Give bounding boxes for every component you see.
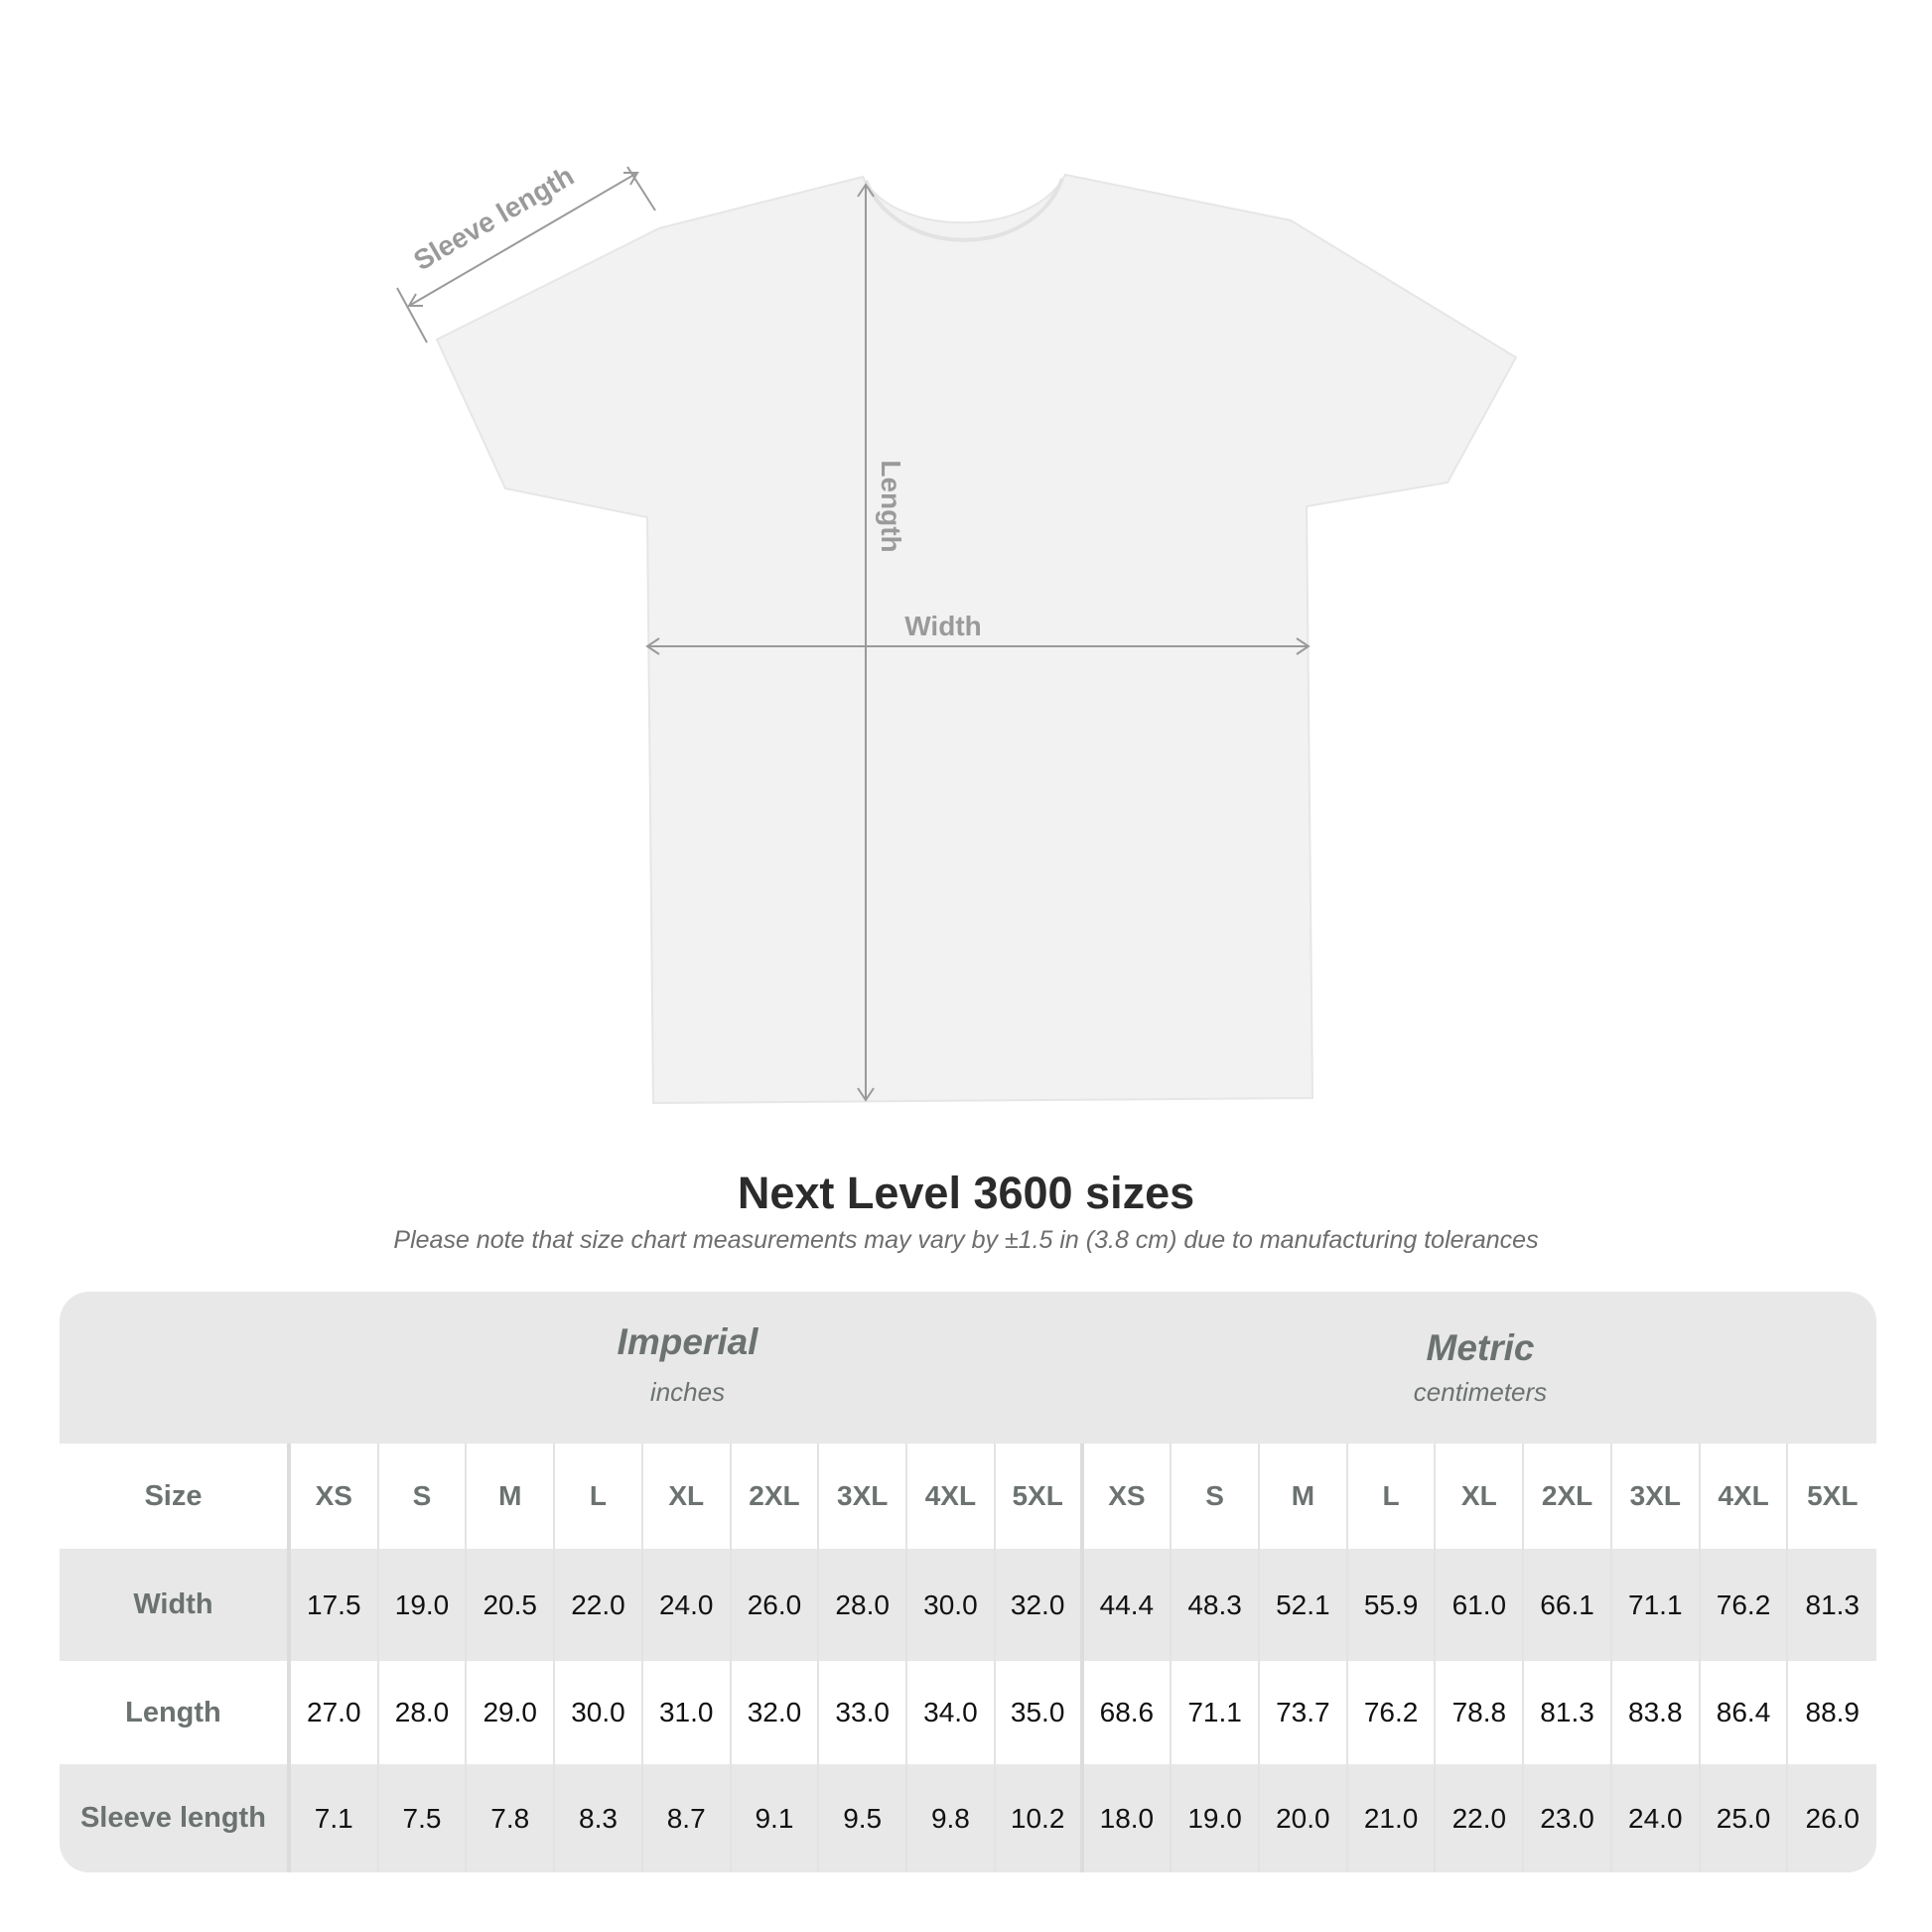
metric-value-cell: 81.3 [1524, 1661, 1612, 1764]
table-row: Width 17.5 19.0 20.5 22.0 24.0 26.0 28.0 30.0 32.… [60, 1549, 1876, 1661]
imperial-value-cell: 28.0 [819, 1549, 908, 1661]
metric-size-header: 3XL [1612, 1444, 1701, 1549]
metric-value-cell: 76.2 [1348, 1661, 1437, 1764]
metric-value-cell: 24.0 [1612, 1764, 1701, 1872]
imperial-unit: inches [649, 1377, 726, 1407]
width-label: Width [904, 611, 982, 641]
metric-size-header: 2XL [1524, 1444, 1612, 1549]
collar [864, 178, 1064, 242]
imperial-value-cell: 32.0 [996, 1549, 1084, 1661]
sleeve-length-label: Sleeve length [408, 160, 579, 276]
metric-value-cell: 19.0 [1172, 1764, 1260, 1872]
metric-value-cell: 78.8 [1436, 1661, 1525, 1764]
imperial-value-cell: 30.0 [555, 1661, 643, 1764]
imperial-value-cell: 19.0 [379, 1549, 468, 1661]
metric-size-header: XS [1084, 1444, 1173, 1549]
metric-value-cell: 44.4 [1084, 1549, 1173, 1661]
imperial-value-cell: 9.5 [819, 1764, 908, 1872]
metric-header: Metric centimeters [1084, 1292, 1876, 1444]
row-label: Size [60, 1444, 291, 1549]
imperial-value-cell: 9.8 [907, 1764, 996, 1872]
imperial-value-cell: 10.2 [996, 1764, 1084, 1872]
imperial-value-cell: 20.5 [467, 1549, 556, 1661]
imperial-header: Imperial inches [291, 1292, 1084, 1444]
metric-value-cell: 71.1 [1172, 1661, 1260, 1764]
metric-value-cell: 68.6 [1084, 1661, 1173, 1764]
imperial-value-cell: 7.8 [467, 1764, 556, 1872]
metric-size-header: S [1172, 1444, 1260, 1549]
metric-size-header: M [1260, 1444, 1348, 1549]
metric-value-cell: 88.9 [1805, 1697, 1861, 1727]
length-arrow [857, 183, 875, 1102]
size-table: Imperial inches Metric centimeters Size X… [60, 1292, 1876, 1872]
metric-value-cell: 81.3 [1805, 1588, 1861, 1620]
metric-value-cell: 48.3 [1172, 1549, 1260, 1661]
imperial-size-header: 5XL [996, 1444, 1084, 1549]
row-label: Width [60, 1549, 291, 1661]
imperial-value-cell: 24.0 [643, 1549, 732, 1661]
row-label: Length [60, 1661, 291, 1764]
imperial-size-header: M [467, 1444, 556, 1549]
imperial-value-cell: 31.0 [643, 1661, 732, 1764]
imperial-size-header: XS [291, 1444, 379, 1549]
metric-value-cell: 55.9 [1348, 1549, 1437, 1661]
metric-value-cell: 52.1 [1260, 1549, 1348, 1661]
row-label: Sleeve length [60, 1764, 291, 1872]
imperial-size-header: XL [643, 1444, 732, 1549]
imperial-value-cell: 27.0 [291, 1661, 379, 1764]
metric-value-cell: 21.0 [1348, 1764, 1437, 1872]
metric-value-cell: 26.0 [1805, 1802, 1861, 1834]
tshirt-shape [435, 173, 1518, 1105]
imperial-value-cell: 9.1 [732, 1764, 820, 1872]
tshirt-diagram: Sleeve length Length Width [396, 160, 1518, 1105]
metric-title: Metric [1426, 1327, 1535, 1368]
imperial-size-header: 4XL [907, 1444, 996, 1549]
metric-unit: centimeters [1413, 1377, 1548, 1407]
imperial-value-cell: 30.0 [907, 1549, 996, 1661]
metric-value-cell: 83.8 [1612, 1661, 1701, 1764]
table-row: Length 27.0 28.0 29.0 30.0 31.0 32.0 33.0 34.0 35… [60, 1661, 1876, 1764]
metric-value-cell: 22.0 [1436, 1764, 1525, 1872]
metric-value-cell: 86.4 [1701, 1661, 1789, 1764]
imperial-value-cell: 17.5 [291, 1549, 379, 1661]
length-label: Length [876, 460, 906, 552]
imperial-size-header: 2XL [732, 1444, 820, 1549]
metric-size-header: L [1348, 1444, 1437, 1549]
size-header-row: Size XS S M L XL 2XL 3XL 4XL 5XL XS S M L XL 2XL 3XL 4XL 5… [60, 1444, 1876, 1549]
metric-value-cell: 61.0 [1436, 1549, 1525, 1661]
imperial-value-cell: 34.0 [907, 1661, 996, 1764]
imperial-value-cell: 35.0 [996, 1661, 1084, 1764]
tolerance-note: Please note that size chart measurements… [393, 1226, 1539, 1254]
metric-size-header: 4XL [1701, 1444, 1789, 1549]
metric-value-cell: 71.1 [1612, 1549, 1701, 1661]
metric-size-header: 5XL [1807, 1480, 1859, 1511]
metric-value-cell: 20.0 [1260, 1764, 1348, 1872]
imperial-value-cell: 33.0 [819, 1661, 908, 1764]
metric-size-header: XL [1436, 1444, 1525, 1549]
imperial-title: Imperial [617, 1321, 759, 1362]
metric-value-cell: 25.0 [1701, 1764, 1789, 1872]
imperial-value-cell: 28.0 [379, 1661, 468, 1764]
metric-value-cell: 76.2 [1701, 1549, 1789, 1661]
table-row: Sleeve length 7.1 7.5 7.8 8.3 8.7 9.1 9.5 9.8 10.… [60, 1764, 1876, 1872]
imperial-value-cell: 26.0 [732, 1549, 820, 1661]
width-arrow [645, 637, 1311, 655]
imperial-value-cell: 7.1 [291, 1764, 379, 1872]
sleeve-arrow [396, 166, 656, 344]
imperial-value-cell: 22.0 [555, 1549, 643, 1661]
imperial-size-header: 3XL [819, 1444, 908, 1549]
metric-value-cell: 73.7 [1260, 1661, 1348, 1764]
metric-value-cell: 23.0 [1524, 1764, 1612, 1872]
imperial-value-cell: 7.5 [379, 1764, 468, 1872]
imperial-value-cell: 32.0 [732, 1661, 820, 1764]
metric-value-cell: 18.0 [1084, 1764, 1173, 1872]
imperial-value-cell: 8.7 [643, 1764, 732, 1872]
imperial-value-cell: 8.3 [555, 1764, 643, 1872]
imperial-value-cell: 29.0 [467, 1661, 556, 1764]
metric-value-cell: 66.1 [1524, 1549, 1612, 1661]
imperial-size-header: S [379, 1444, 468, 1549]
page-title: Next Level 3600 sizes [737, 1168, 1195, 1218]
imperial-size-header: L [555, 1444, 643, 1549]
